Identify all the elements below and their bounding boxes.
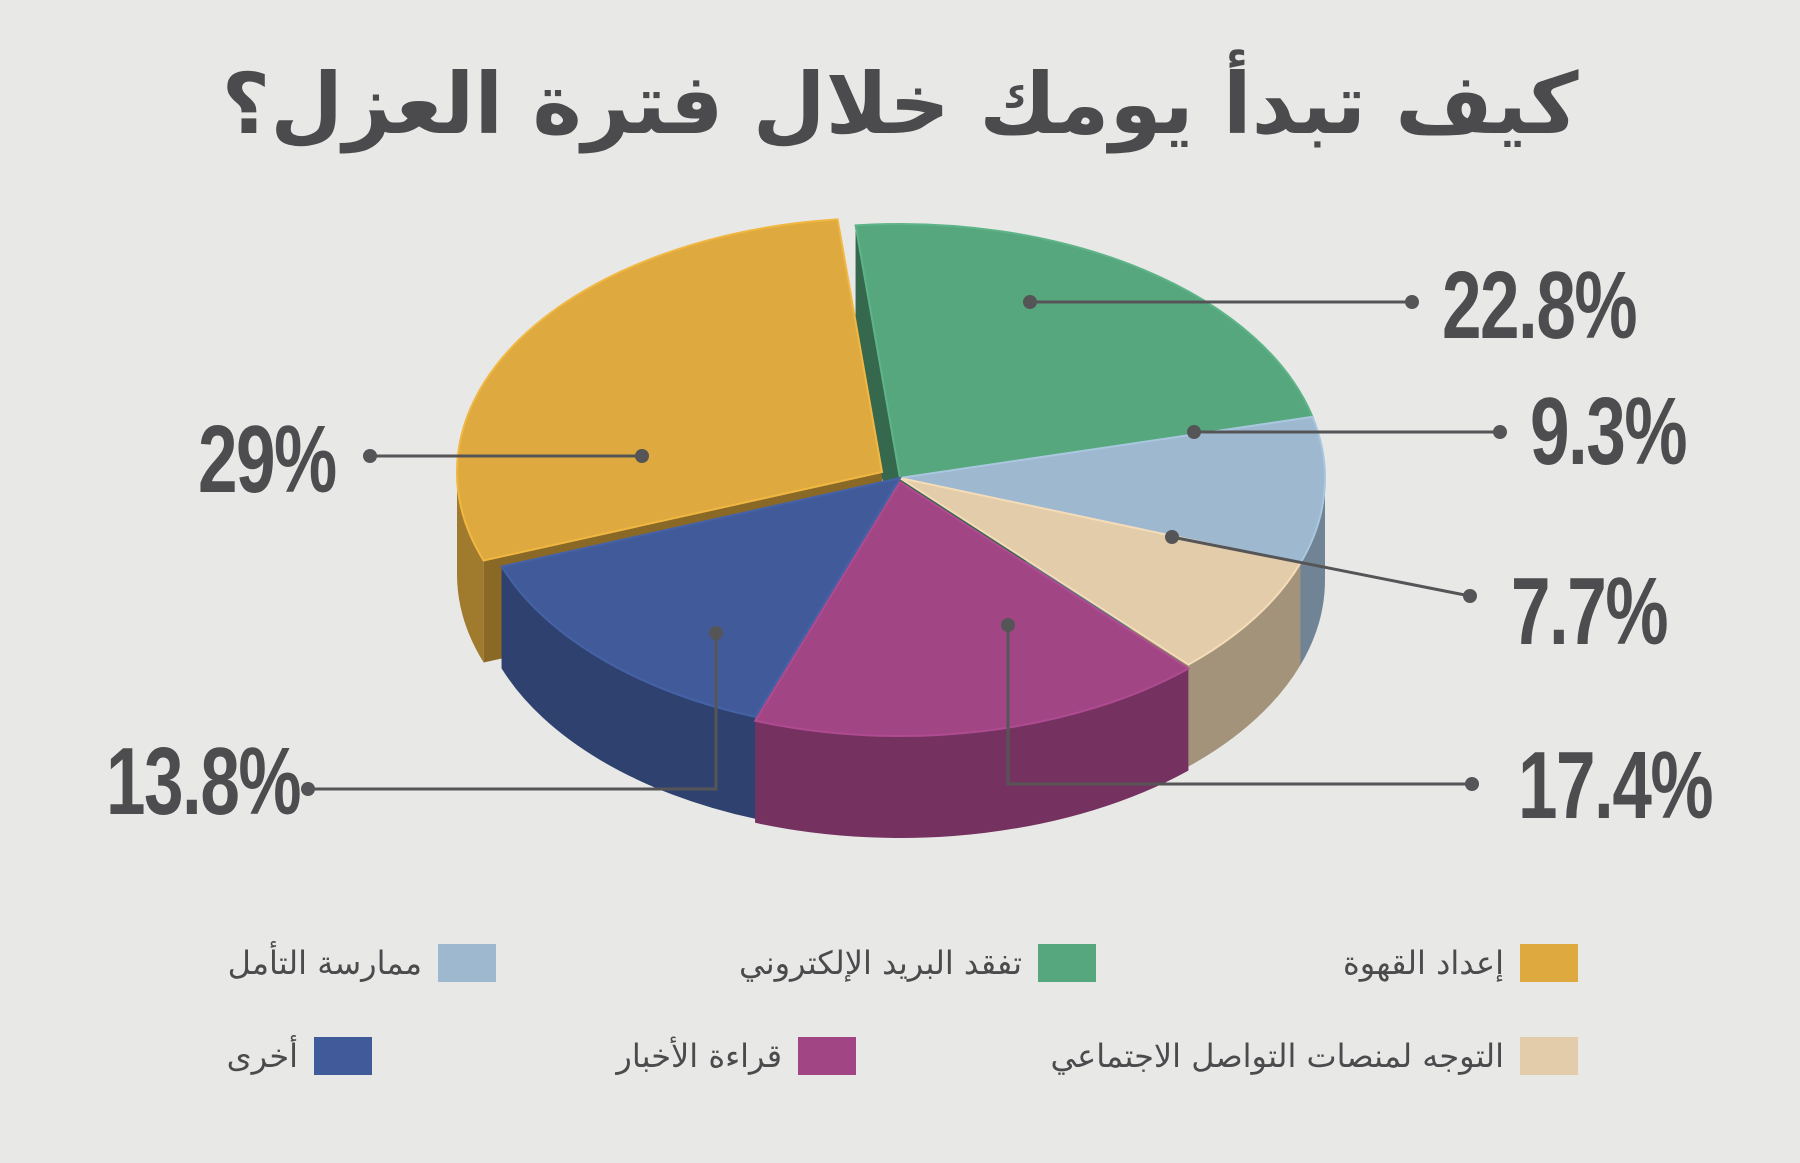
legend-swatch-other (314, 1037, 372, 1075)
slice-label-coffee: 29% (198, 406, 337, 513)
leader-dot-outer-coffee (363, 449, 377, 463)
slice-label-news: 17.4% (1518, 732, 1714, 839)
legend-item-news: قراءة الأخبار (616, 1036, 856, 1076)
legend-label-meditation: ممارسة التأمل (227, 944, 422, 982)
leader-dot-outer-other (301, 782, 315, 796)
leader-dot-inner-meditation (1187, 425, 1201, 439)
pie-slice-news (753, 480, 1191, 737)
leader-dot-inner-email (1023, 295, 1037, 309)
leader-line-other (308, 633, 718, 791)
pie-top-layer (456, 218, 1326, 737)
pie-slice-coffee (456, 218, 884, 562)
legend-swatch-email (1038, 944, 1096, 982)
legend-item-meditation: ممارسة التأمل (228, 943, 496, 983)
leader-dot-inner-other (709, 626, 723, 640)
leader-dot-outer-email (1405, 295, 1419, 309)
leader-line-social (1171, 535, 1471, 598)
leader-dot-outer-social (1463, 589, 1477, 603)
legend-item-social: التوجه لمنصات التواصل الاجتماعي (1050, 1036, 1578, 1076)
legend-item-email: تفقد البريد الإلكتروني (739, 943, 1096, 983)
leader-line-news (1006, 625, 1472, 786)
legend-swatch-meditation (438, 944, 496, 982)
pie-side-meditation (1300, 478, 1325, 666)
slice-label-meditation: 9.3% (1530, 378, 1687, 485)
legend-label-news: قراءة الأخبار (616, 1037, 782, 1075)
leader-dot-inner-news (1001, 618, 1015, 632)
legend-swatch-coffee (1520, 944, 1578, 982)
leader-dot-inner-coffee (635, 449, 649, 463)
leader-dot-outer-meditation (1493, 425, 1507, 439)
slice-label-other: 13.8% (106, 728, 302, 835)
legend-label-email: تفقد البريد الإلكتروني (739, 944, 1022, 982)
pie-slice-other (500, 476, 903, 718)
pie-side-news (755, 668, 1189, 838)
leader-dot-inner-social (1165, 530, 1179, 544)
chart-title: كيف تبدأ يومك خلال فترة العزل؟ (221, 55, 1579, 153)
slice-label-email: 22.8% (1442, 252, 1638, 359)
pie-slice-email (854, 223, 1314, 480)
legend-swatch-social (1520, 1037, 1578, 1075)
legend-swatch-news (798, 1037, 856, 1075)
legend-label-coffee: إعداد القهوة (1343, 944, 1504, 982)
legend-item-coffee: إعداد القهوة (1343, 943, 1578, 983)
pie-slice-social (899, 477, 1303, 666)
slice-label-social: 7.7% (1511, 558, 1668, 665)
pie-slice-meditation (899, 415, 1326, 565)
legend-label-social: التوجه لمنصات التواصل الاجتماعي (1050, 1037, 1504, 1075)
pie-side-social (1188, 563, 1301, 767)
legend-label-other: أخرى (226, 1037, 298, 1075)
legend-item-other: أخرى (227, 1036, 372, 1076)
leader-dot-outer-news (1465, 777, 1479, 791)
pie-side-other (501, 566, 756, 819)
